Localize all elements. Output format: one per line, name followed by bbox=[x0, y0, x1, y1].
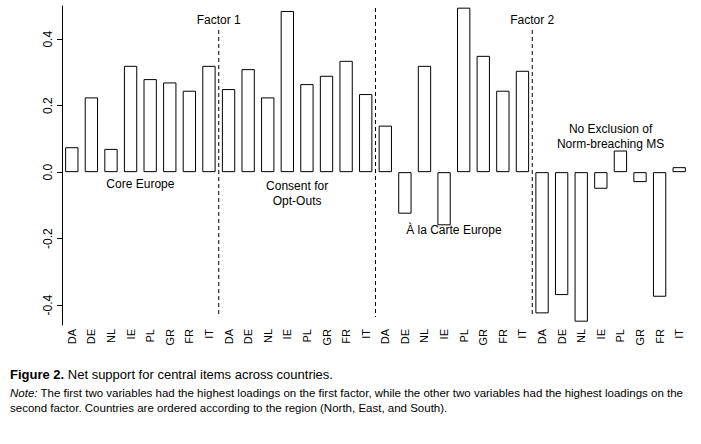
html-text:Note: The first two variables: Note: The first two variables had the hi… bbox=[10, 387, 683, 414]
svg-text:FR: FR bbox=[340, 329, 352, 344]
svg-text:GR: GR bbox=[477, 329, 489, 346]
svg-text:0.4: 0.4 bbox=[41, 31, 55, 48]
svg-text:NL: NL bbox=[105, 329, 117, 343]
svg-text:IT: IT bbox=[673, 329, 685, 339]
svg-text:GR: GR bbox=[321, 329, 333, 346]
svg-text:Opt-Outs: Opt-Outs bbox=[273, 194, 322, 208]
svg-text:À la Carte Europe: À la Carte Europe bbox=[406, 222, 502, 237]
svg-text:0.2: 0.2 bbox=[41, 97, 55, 114]
svg-text:FR: FR bbox=[654, 329, 666, 344]
svg-text:GR: GR bbox=[164, 329, 176, 346]
svg-text:PL: PL bbox=[301, 329, 313, 342]
svg-text:NL: NL bbox=[262, 329, 274, 343]
svg-text:PL: PL bbox=[614, 329, 626, 342]
svg-text:No Exclusion of: No Exclusion of bbox=[569, 122, 653, 136]
svg-text:Factor 1: Factor 1 bbox=[197, 13, 241, 27]
svg-text:IT: IT bbox=[203, 329, 215, 339]
html-text:Figure 2. Net support for cent: Figure 2. Net support for central items … bbox=[10, 367, 333, 382]
svg-text:DA: DA bbox=[379, 328, 391, 344]
svg-text:FR: FR bbox=[497, 329, 509, 344]
svg-text:IE: IE bbox=[125, 329, 137, 339]
svg-text:DE: DE bbox=[556, 329, 568, 344]
svg-text:Core Europe: Core Europe bbox=[106, 177, 174, 191]
svg-text:DA: DA bbox=[536, 328, 548, 344]
svg-text:Consent for: Consent for bbox=[266, 179, 328, 193]
svg-text:NL: NL bbox=[418, 329, 430, 343]
svg-text:IT: IT bbox=[516, 329, 528, 339]
svg-text:0.0: 0.0 bbox=[41, 163, 55, 180]
svg-text:DE: DE bbox=[242, 329, 254, 344]
svg-text:NL: NL bbox=[575, 329, 587, 343]
svg-text:FR: FR bbox=[183, 329, 195, 344]
svg-text:DA: DA bbox=[223, 328, 235, 344]
svg-text:Factor 2: Factor 2 bbox=[510, 13, 554, 27]
svg-text:DE: DE bbox=[85, 329, 97, 344]
svg-text:IE: IE bbox=[281, 329, 293, 339]
svg-text:DE: DE bbox=[399, 329, 411, 344]
svg-text:PL: PL bbox=[458, 329, 470, 342]
svg-text:IE: IE bbox=[438, 329, 450, 339]
svg-text:IT: IT bbox=[360, 329, 372, 339]
svg-text:GR: GR bbox=[634, 329, 646, 346]
svg-text:IE: IE bbox=[595, 329, 607, 339]
svg-text:Norm-breaching MS: Norm-breaching MS bbox=[557, 137, 664, 151]
svg-text:DA: DA bbox=[66, 328, 78, 344]
svg-text:-0.4: -0.4 bbox=[41, 294, 55, 315]
svg-text:PL: PL bbox=[144, 329, 156, 342]
svg-text:-0.2: -0.2 bbox=[41, 228, 55, 249]
